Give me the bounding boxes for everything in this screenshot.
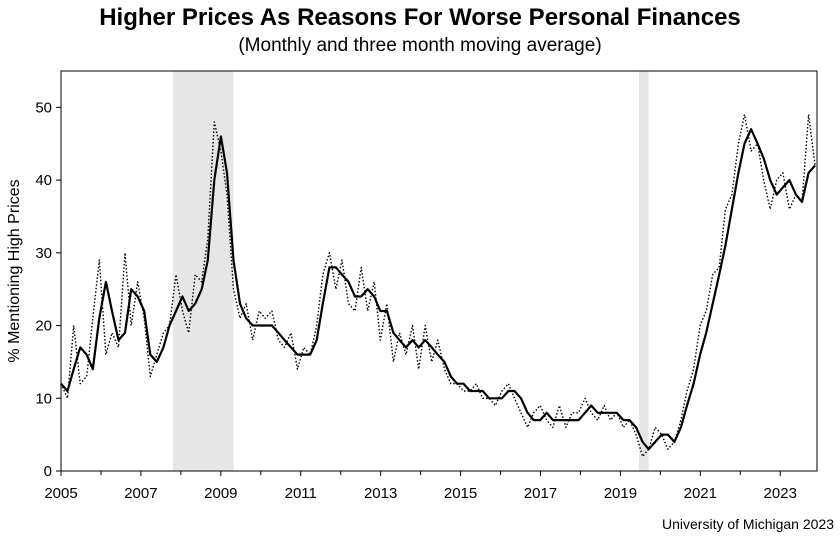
recession-band-1 — [172, 71, 234, 471]
x-tick-label: 2009 — [204, 485, 237, 502]
series-monthly-line — [60, 113, 816, 458]
x-tick-label: 2005 — [44, 485, 77, 502]
recession-band-2 — [639, 71, 649, 471]
y-tick-label: 20 — [35, 318, 52, 335]
axes: 0 10 20 30 40 50 2005 2007 2009 2011 2013 2015 2017 2… — [35, 70, 818, 502]
x-tick-label: 2013 — [364, 485, 397, 502]
y-tick-label: 10 — [35, 390, 52, 407]
series-moving-average-line — [60, 128, 816, 451]
plot-frame — [60, 70, 818, 472]
x-tick-label: 2017 — [524, 485, 557, 502]
x-tick-label: 2021 — [684, 485, 717, 502]
x-tick-label: 2019 — [604, 485, 637, 502]
x-tick-label: 2011 — [285, 485, 317, 502]
y-tick-label: 40 — [35, 172, 52, 189]
recession-bands — [172, 71, 649, 471]
chart-title: Higher Prices As Reasons For Worse Perso… — [99, 4, 741, 31]
chart-subtitle: (Monthly and three month moving average) — [238, 35, 602, 56]
y-tick-label: 30 — [35, 245, 52, 262]
x-tick-label: 2023 — [764, 485, 797, 502]
series-lines — [60, 113, 816, 458]
x-tick-label: 2015 — [444, 485, 477, 502]
y-tick-label: 50 — [35, 99, 52, 116]
x-tick-label: 2007 — [124, 485, 157, 502]
source-note: University of Michigan 2023 — [662, 516, 834, 532]
y-axis-label: % Mentioning High Prices — [6, 179, 23, 362]
y-tick-label: 0 — [44, 463, 52, 480]
